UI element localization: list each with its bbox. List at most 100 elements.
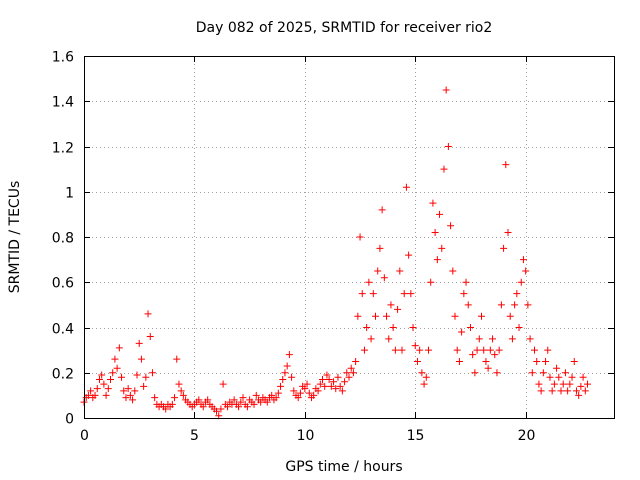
data-point <box>100 380 108 388</box>
data-point <box>243 403 251 411</box>
x-axis-label: GPS time / hours <box>285 459 402 475</box>
data-point <box>263 398 271 406</box>
data-point <box>363 324 371 331</box>
y-tick-label: 1.2 <box>52 141 74 157</box>
data-point <box>111 355 119 363</box>
data-point <box>519 256 527 264</box>
plot-frame <box>84 56 615 419</box>
data-point <box>493 369 501 377</box>
data-point <box>168 400 176 408</box>
data-point <box>431 228 439 236</box>
data-point <box>334 373 342 381</box>
data-point <box>581 387 589 395</box>
data-points <box>80 86 591 420</box>
data-point <box>107 376 114 384</box>
y-tick-label: 0.2 <box>52 367 74 383</box>
data-point <box>418 369 426 377</box>
data-point <box>561 369 569 377</box>
data-point <box>338 387 346 395</box>
data-point <box>129 396 137 404</box>
y-tick-label: 0.4 <box>52 322 74 338</box>
data-point <box>199 403 207 411</box>
data-point <box>288 373 296 381</box>
data-point <box>219 380 227 388</box>
data-point <box>544 346 552 354</box>
data-point <box>584 380 591 388</box>
data-point <box>495 346 503 354</box>
data-point <box>316 380 324 388</box>
data-point <box>389 324 397 331</box>
data-point <box>568 373 576 381</box>
data-point <box>506 312 514 320</box>
data-point <box>204 396 212 404</box>
data-point <box>217 405 225 413</box>
data-point <box>144 310 152 318</box>
data-point <box>451 312 459 320</box>
data-point <box>137 355 145 363</box>
data-point <box>411 342 419 350</box>
data-point <box>195 396 203 404</box>
data-point <box>570 357 578 365</box>
data-point <box>555 373 563 381</box>
y-tick-label: 1.6 <box>52 50 74 66</box>
data-point <box>294 394 302 402</box>
data-point <box>559 380 567 388</box>
data-point <box>449 267 457 275</box>
data-point <box>319 376 326 384</box>
data-point <box>475 335 483 343</box>
x-tick-labels: 0 5 10 15 20 <box>80 428 535 444</box>
data-point <box>409 324 417 331</box>
data-point <box>528 369 536 377</box>
data-point <box>469 351 477 359</box>
data-point <box>354 312 362 320</box>
data-point <box>486 346 494 354</box>
data-point <box>120 387 128 395</box>
data-point <box>124 385 132 393</box>
y-tick-label: 1.4 <box>52 95 74 111</box>
data-point <box>526 335 534 343</box>
data-point <box>369 290 377 298</box>
data-point <box>268 391 276 399</box>
data-point <box>480 346 488 354</box>
data-point <box>113 364 121 372</box>
y-tick-label: 0.6 <box>52 276 74 292</box>
data-point <box>250 400 258 408</box>
data-point <box>349 369 357 377</box>
data-point <box>303 380 311 388</box>
data-point <box>497 301 505 309</box>
x-tick-label: 15 <box>407 428 425 444</box>
data-point <box>109 369 117 377</box>
data-point <box>402 183 410 191</box>
data-point <box>577 382 585 390</box>
data-point <box>310 391 318 399</box>
data-point <box>365 278 373 286</box>
data-point <box>460 290 468 298</box>
data-point <box>171 394 179 402</box>
data-point <box>579 373 587 381</box>
data-point <box>542 357 550 365</box>
data-point <box>91 391 99 399</box>
data-point <box>553 364 561 372</box>
data-point <box>427 278 435 286</box>
data-point <box>257 398 265 406</box>
data-point <box>327 382 335 390</box>
data-point <box>279 376 287 384</box>
data-point <box>425 346 432 354</box>
data-point <box>548 387 556 395</box>
y-tick-label: 0.8 <box>52 231 74 247</box>
data-point <box>347 364 355 372</box>
data-point <box>175 380 183 388</box>
data-point <box>420 380 428 388</box>
data-point <box>575 391 583 399</box>
data-point <box>500 244 508 252</box>
data-point <box>515 324 523 331</box>
data-point <box>442 86 450 94</box>
data-point <box>372 312 379 320</box>
data-point <box>274 389 282 397</box>
data-point <box>455 357 463 365</box>
data-point <box>213 407 220 415</box>
data-point <box>513 290 521 298</box>
data-point <box>296 389 304 397</box>
data-point <box>517 278 525 286</box>
data-point <box>376 244 384 252</box>
